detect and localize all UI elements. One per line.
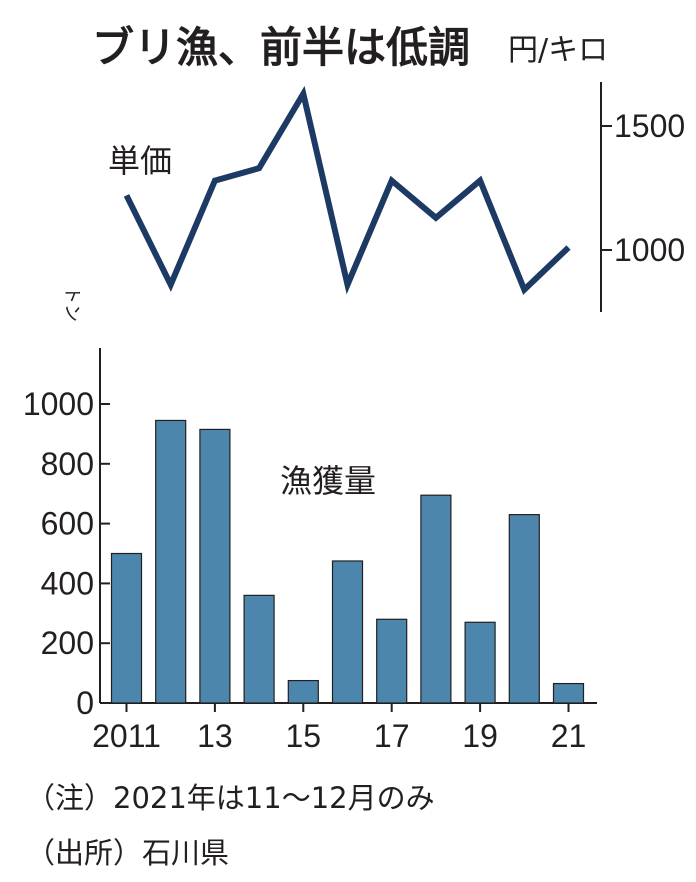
catch-bar-2015 [287,679,319,704]
catch-x-tick-label: 13 [197,718,233,754]
price-y-tick-label: 1500 [614,108,685,144]
footnote-source: （出所）石川県 [26,836,229,870]
catch-y-tick-label: 200 [41,625,94,661]
catch-x-tick-label: 21 [551,718,587,754]
catch-x-ticks: 2011 13 15 17 19 21 [92,703,586,754]
catch-bar-2019 [464,621,496,704]
catch-bar-2013 [199,428,231,704]
catch-chart: トン 0 200 400 600 800 1000 2011 13 15 17 19 21 漁獲量 [23,286,597,754]
catch-x-tick-label: 2011 [92,718,161,754]
catch-x-tick-label: 17 [374,718,410,754]
catch-bars [110,419,585,704]
catch-series-label: 漁獲量 [280,462,376,500]
catch-y-tick-label: 0 [76,685,94,721]
catch-y-ticks: 0 200 400 600 800 1000 [23,386,110,721]
footnote-note: （注）2021年は11～12月のみ [26,781,435,815]
price-y-tick-label: 1000 [614,232,685,268]
catch-y-tick-label: 400 [41,565,94,601]
catch-x-tick-label: 15 [286,718,322,754]
catch-bar-2012 [155,419,187,704]
catch-bar-2011 [110,552,143,704]
catch-y-tick-label: 800 [41,446,94,482]
catch-bar-2017 [376,618,408,704]
catch-bar-2018 [420,494,452,704]
chart-title: ブリ漁、前半は低調 [92,23,470,72]
catch-y-tick-label: 600 [41,506,94,542]
catch-unit-label: トン [61,286,82,322]
price-points [126,93,569,290]
catch-bar-2014 [243,594,275,704]
catch-bar-2020 [508,514,540,704]
catch-bar-2021 [552,682,585,704]
price-chart: 1000 1500 単価 [108,82,685,312]
catch-bar-2016 [331,560,364,704]
catch-y-tick-label: 1000 [23,386,94,422]
catch-x-tick-label: 19 [462,718,498,754]
price-series-label: 単価 [108,142,172,180]
price-series-line [123,85,571,295]
price-y-ticks: 1000 1500 [601,108,685,268]
price-unit-label: 円/キロ [508,33,608,68]
